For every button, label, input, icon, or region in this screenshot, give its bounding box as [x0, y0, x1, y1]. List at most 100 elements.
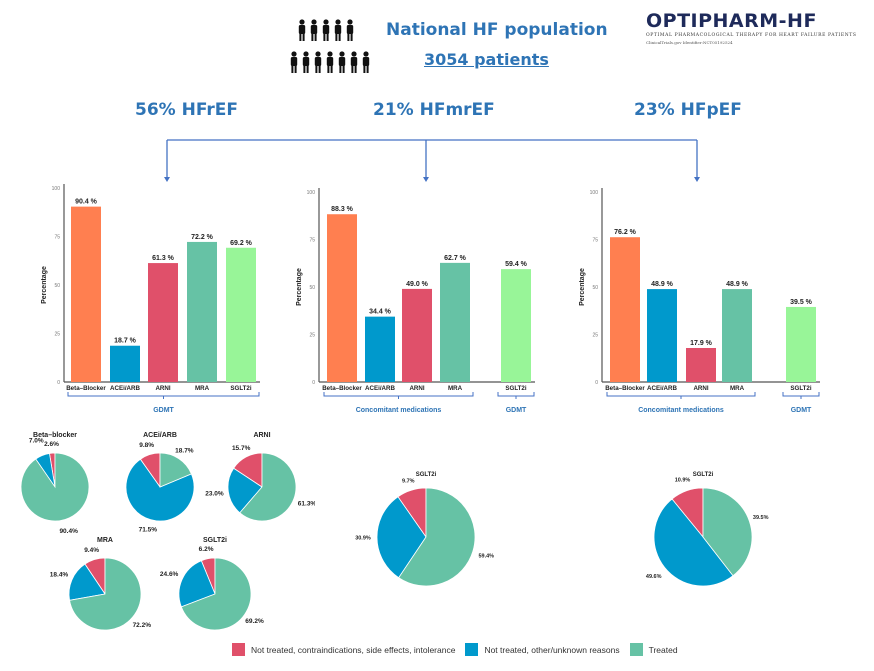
y-tick-label: 0	[595, 380, 598, 386]
person-leg	[311, 33, 314, 41]
person-body	[290, 57, 298, 66]
y-tick-label: 50	[54, 283, 60, 289]
person-head	[363, 51, 369, 57]
pie-value-label: 18.4%	[50, 571, 68, 578]
legend: Not treated, contraindications, side eff…	[232, 643, 678, 656]
logo-subtitle: OPTIMAL PHARMACOLOGICAL THERAPY FOR HEAR…	[646, 33, 857, 38]
person-head	[347, 19, 353, 25]
pie-slice-treated	[69, 557, 142, 631]
y-tick-label: 25	[592, 333, 598, 339]
person-body	[310, 25, 318, 34]
header-title: National HF population	[386, 20, 608, 40]
pie-chart-hfref-beta-blocker: Beta–blocker 2.6%7.0% 90.4%	[20, 432, 90, 535]
pie-value-label: 61.3%	[298, 501, 315, 508]
bracket-label: GDMT	[153, 407, 174, 414]
person-leg	[302, 33, 305, 41]
legend-swatch-not-treated-contra	[232, 643, 245, 656]
pie-value-label: 9.7%	[402, 479, 415, 485]
person-leg	[363, 65, 366, 73]
arrowhead-hfmref	[423, 177, 429, 182]
person-leg	[338, 33, 341, 41]
y-tick-label: 25	[309, 333, 315, 339]
bar-beta-blocker	[327, 214, 357, 382]
person-body	[338, 57, 346, 66]
pie-chart-hfref-acei-arb: ACEi/ARB 9.8% 71.5% 18.7%	[125, 432, 195, 533]
x-tick-label: Beta–Blocker	[322, 385, 362, 392]
pie-value-label: 90.4%	[59, 528, 78, 535]
pie-slice-treated	[20, 452, 90, 522]
bar-sglt2i	[501, 269, 531, 382]
pie-title: ACEi/ARB	[143, 432, 177, 439]
x-tick-label: ARNI	[409, 385, 424, 392]
bar-acei-arb	[647, 289, 677, 382]
bar-value-label: 34.4 %	[369, 309, 392, 316]
pie-slice-treated	[239, 452, 297, 522]
arrowhead-hfref	[164, 177, 170, 182]
x-tick-label: Beta–Blocker	[66, 385, 106, 392]
bar-value-label: 39.5 %	[790, 299, 813, 306]
bracket-label: Concomitant medications	[638, 407, 724, 414]
person-leg	[366, 65, 369, 73]
x-tick-label: ACEi/ARB	[365, 385, 395, 392]
person-leg	[318, 65, 321, 73]
pie-value-label: 59.4%	[478, 553, 494, 559]
bracket-gdmt	[67, 392, 260, 399]
person-head	[291, 51, 297, 57]
pie-value-label: 10.9%	[675, 478, 691, 484]
pie-chart-hfref-mra: MRA 9.4% 18.4% 72.2%	[50, 537, 152, 631]
y-axis-label: Percentage	[296, 268, 303, 306]
pie-value-label: 7.0%	[29, 438, 44, 445]
person-leg	[326, 33, 329, 41]
hfmref-bar-chart: 0 25 50 75 100 Percentage 88.3 % Beta–Blocker 34…	[296, 188, 535, 414]
y-axis-label: Percentage	[41, 266, 48, 304]
pie-slice-treated	[702, 487, 753, 577]
person-leg	[314, 33, 317, 41]
legend-label-treated: Treated	[648, 644, 678, 655]
pie-value-label: 30.9%	[355, 536, 371, 542]
bar-arni	[402, 288, 432, 382]
x-tick-label: SGLT2i	[790, 385, 811, 392]
bar-value-label: 18.7 %	[114, 338, 137, 345]
bar-arni	[148, 263, 178, 382]
bar-value-label: 72.2 %	[191, 234, 214, 241]
bar-beta-blocker	[71, 206, 101, 382]
person-head	[323, 19, 329, 25]
person-leg	[350, 33, 353, 41]
pie-value-label: 72.2%	[133, 622, 152, 629]
person-leg	[315, 65, 318, 73]
legend-swatch-treated	[629, 643, 643, 656]
person-leg	[354, 65, 357, 73]
y-tick-label: 0	[57, 380, 60, 386]
pie-chart-hfref-sglt2i: SGLT2i 6.2% 24.6% 69.2%	[160, 537, 264, 631]
bar-value-label: 90.4 %	[75, 199, 98, 206]
y-tick-label: 75	[592, 238, 598, 244]
pie-value-label: 71.5%	[139, 526, 158, 533]
logo-identifier: ClinicalTrials.gov Identifier:NCT0519252…	[646, 40, 733, 45]
pie-slice-not-treated-other	[653, 498, 734, 587]
y-tick-label: 0	[312, 380, 315, 386]
person-head	[299, 19, 305, 25]
person-leg	[351, 65, 354, 73]
bracket-label: Concomitant medications	[356, 407, 442, 414]
y-tick-label: 25	[54, 332, 60, 338]
person-leg	[339, 65, 342, 73]
bar-value-label: 48.9 %	[651, 281, 674, 288]
person-leg	[294, 65, 297, 73]
person-head	[335, 19, 341, 25]
pie-title: Beta–blocker	[33, 432, 77, 439]
person-body	[350, 57, 358, 66]
x-tick-label: SGLT2i	[230, 385, 251, 392]
pie-title: SGLT2i	[416, 472, 437, 478]
pie-slice-not-treated-other	[178, 560, 216, 608]
pie-title: SGLT2i	[693, 472, 714, 478]
bar-value-label: 49.0 %	[406, 281, 429, 288]
bar-value-label: 88.3 %	[331, 206, 354, 213]
hfref-bar-chart: 0 25 50 75 100 Percentage 90.4 % Beta–Blocker 18…	[41, 184, 260, 414]
bracket-label: GDMT	[506, 407, 527, 414]
person-head	[327, 51, 333, 57]
person-head	[339, 51, 345, 57]
pie-slice-not-treated-other	[227, 467, 263, 514]
pie-value-label: 18.7%	[175, 447, 194, 454]
